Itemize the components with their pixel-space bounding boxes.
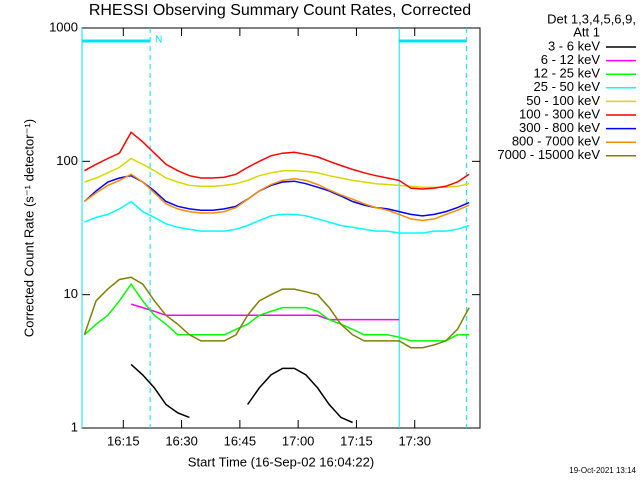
legend-header: Det 1,3,4,5,6,9, (547, 11, 636, 26)
x-axis-label: Start Time (16-Sep-02 16:04:22) (188, 454, 374, 469)
series-line (83, 173, 470, 222)
x-tick-label: 16:45 (224, 433, 257, 448)
series-line (130, 363, 353, 424)
legend-label: 50 - 100 keV (526, 93, 600, 108)
chart-title: RHESSI Observing Summary Count Rates, Co… (89, 2, 471, 19)
footer: 19-Oct-2021 13:14 (569, 466, 636, 475)
y-tick-label: 100 (56, 153, 78, 168)
legend-label: 6 - 12 keV (541, 52, 601, 67)
series-line (84, 131, 470, 190)
series-line (84, 200, 470, 234)
series-line (83, 276, 470, 349)
y-tick-label: 1000 (49, 19, 78, 34)
y-tick-label: 1 (71, 419, 78, 434)
legend-header: Att 1 (573, 24, 600, 39)
legend-label: 300 - 800 keV (519, 120, 600, 135)
x-tick-label: 17:00 (282, 433, 315, 448)
legend-label: 25 - 50 keV (534, 79, 601, 94)
legend-label: 12 - 25 keV (534, 66, 601, 81)
night-label: N (155, 35, 162, 46)
series-line (83, 282, 470, 342)
x-tick-label: 17:15 (340, 433, 373, 448)
legend-label: 100 - 300 keV (519, 106, 600, 121)
x-tick-label: 16:15 (107, 433, 140, 448)
y-tick-label: 10 (64, 286, 78, 301)
y-axis-label: Corrected Count Rate (s⁻¹ detector⁻¹) (21, 119, 36, 337)
series-line (84, 157, 470, 188)
x-tick-label: 17:30 (398, 433, 431, 448)
legend-label: 3 - 6 keV (548, 38, 600, 53)
x-tick-label: 16:30 (165, 433, 198, 448)
legend-label: 7000 - 15000 keV (497, 147, 600, 162)
series-line (130, 303, 400, 321)
legend-label: 800 - 7000 keV (512, 134, 601, 149)
